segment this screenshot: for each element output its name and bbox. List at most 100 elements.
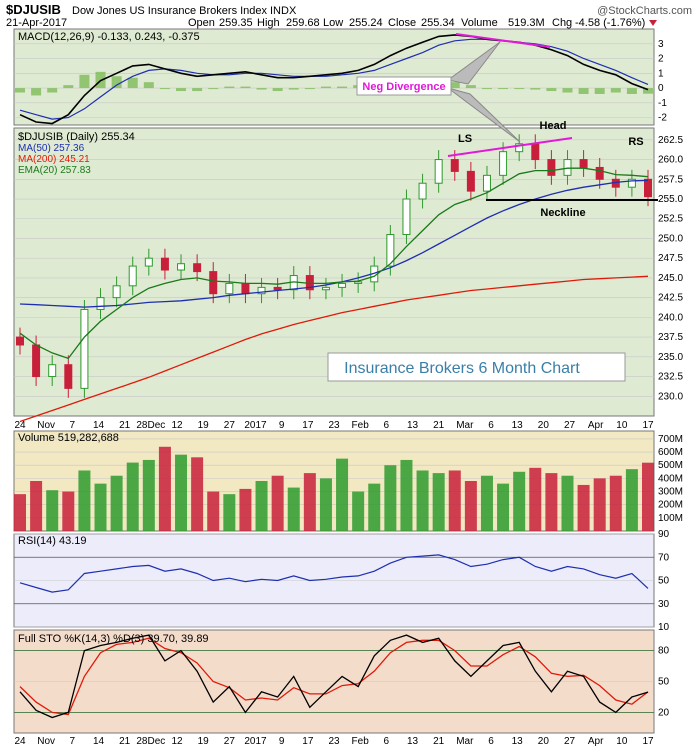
macd-histogram-bar: [304, 88, 315, 90]
x-tick-label: 21: [433, 420, 445, 431]
y-tick-label: 237.5: [658, 332, 683, 343]
volume-bar: [497, 483, 510, 531]
candle-body: [241, 282, 250, 295]
volume-bar: [561, 475, 574, 531]
x-tick-label: 28Dec: [136, 736, 165, 747]
y-tick-label: 240.0: [658, 312, 683, 323]
x-tick-label: 7: [70, 736, 76, 747]
y-tick-label: 247.5: [658, 253, 683, 264]
x-tick-label: 28Dec: [136, 420, 165, 431]
volume-bar: [513, 471, 526, 531]
x-tick-label: Nov: [37, 420, 55, 431]
x-tick-label: 6: [488, 420, 494, 431]
price-legend-item: MA(200) 245.21: [18, 154, 90, 165]
x-tick-label: 6: [488, 736, 494, 747]
macd-histogram-bar: [337, 86, 348, 89]
chg-value: -4.58 (-1.76%): [575, 17, 645, 29]
chg-label: Chg: [552, 17, 572, 29]
macd-histogram-bar: [224, 86, 235, 89]
x-tick-label: 24: [14, 736, 26, 747]
y-tick-label: 252.5: [658, 214, 683, 225]
y-tick-label: 300M: [658, 487, 683, 498]
y-tick-label: 20: [658, 707, 670, 718]
candle-body: [193, 263, 202, 273]
close-label: Close: [388, 17, 416, 29]
neckline-label: Neckline: [540, 207, 585, 219]
volume-bar: [464, 481, 477, 531]
volume-bar: [480, 475, 493, 531]
neg-divergence-box: [356, 76, 452, 96]
macd-histogram-bar: [481, 88, 492, 90]
rsi-panel: 90 70 50 30 10 RSI(14) 43.19: [13, 529, 670, 633]
y-tick-label: 235.0: [658, 352, 683, 363]
volume-legend: Volume 519,282,688: [18, 432, 119, 444]
y-tick-label: 500M: [658, 460, 683, 471]
open-label: Open: [188, 17, 215, 29]
candle-body: [434, 159, 443, 184]
y-tick-label: 90: [658, 529, 670, 540]
volume-bar: [271, 475, 284, 531]
candle-body: [225, 282, 234, 295]
candle-body: [16, 336, 24, 346]
x-tick-label: Apr: [588, 420, 604, 431]
volume-bar: [46, 490, 59, 531]
macd-divergence-line: [455, 33, 551, 48]
y-tick-label: 80: [658, 646, 670, 657]
volume-bar: [529, 467, 542, 531]
volume-bar: [593, 478, 606, 531]
symbol: $DJUSIB: [6, 2, 61, 17]
macd-histogram-bar: [449, 82, 460, 89]
ema20-line: [19, 167, 649, 360]
volume-bar: [94, 483, 107, 531]
candle-body: [547, 159, 556, 176]
volume-bar: [448, 470, 461, 531]
chart-label-box: [327, 352, 626, 382]
exchange: INDX: [270, 5, 297, 17]
x-tick-label: Apr: [588, 736, 604, 747]
volume-bar: [175, 454, 188, 531]
volume-bar: [400, 459, 413, 531]
candle-body: [209, 271, 218, 295]
macd-histogram-bar: [514, 88, 525, 90]
volume-bar: [625, 469, 638, 531]
x-tick-label: 21: [433, 736, 445, 747]
y-tick-label: 30: [658, 599, 670, 610]
volume-bar: [207, 491, 220, 531]
x-tick-label: 27: [224, 420, 236, 431]
candle-body: [627, 178, 636, 188]
macd-histogram-bar: [610, 88, 621, 93]
macd-histogram-bar: [192, 88, 203, 92]
y-tick-label: 50: [658, 576, 670, 587]
annotations: Neg Divergence LS Head RS Neckline Insur…: [327, 33, 658, 382]
macd-histogram-bar: [63, 85, 74, 89]
x-tick-label: 9: [279, 420, 285, 431]
macd-histogram-bar: [530, 88, 541, 90]
macd-histogram-bar: [79, 74, 90, 89]
volume-bar: [142, 459, 155, 531]
x-tick-label: Mar: [456, 736, 474, 747]
low-value: 255.24: [349, 17, 383, 29]
high-value: 259.68: [286, 17, 320, 29]
x-tick-label: 21: [119, 736, 131, 747]
y-tick-label: 200M: [658, 500, 683, 511]
volume-bar: [303, 473, 316, 531]
candle-body: [499, 151, 508, 176]
macd-histogram-bar: [47, 88, 58, 93]
x-tick-label: 13: [407, 736, 419, 747]
volume-bar: [287, 487, 300, 531]
chart-label: Insurance Brokers 6 Month Chart: [344, 360, 580, 377]
volume-panel-frame: [13, 430, 655, 532]
macd-histogram-bar: [208, 88, 219, 90]
volume-bar: [416, 470, 429, 531]
macd-histogram-bar: [176, 88, 187, 92]
neg-divergence-label: Neg Divergence: [362, 81, 445, 93]
x-tick-label: 12: [171, 736, 183, 747]
x-tick-label: 27: [564, 736, 576, 747]
macd-histogram-bar: [240, 86, 251, 89]
x-tick-label: 20: [538, 736, 550, 747]
x-tick-label: 27: [564, 420, 576, 431]
x-tick-label: Nov: [37, 736, 55, 747]
candle-body: [354, 281, 363, 284]
